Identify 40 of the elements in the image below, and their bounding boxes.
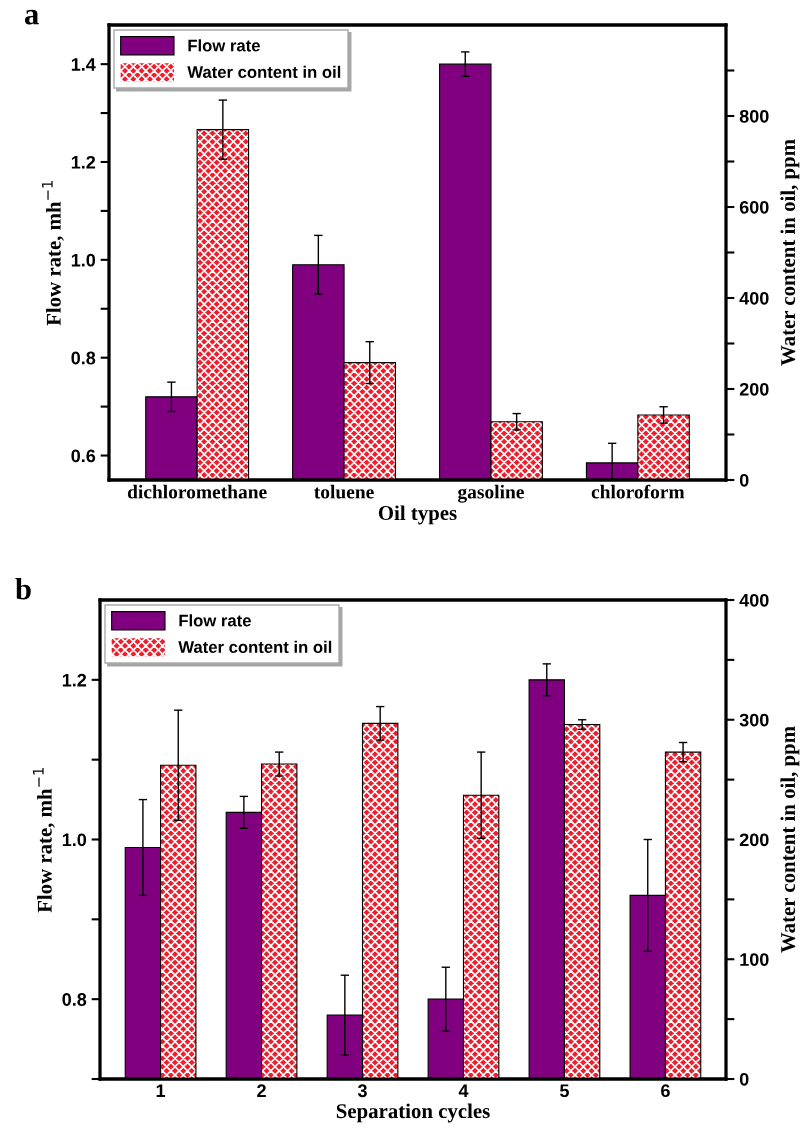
y2-tick-label: 600 xyxy=(739,200,769,214)
x-tick-label: toluene xyxy=(314,484,374,499)
x-tick-label: 2 xyxy=(257,1084,266,1097)
y-tick-label: 0.6 xyxy=(71,449,96,463)
y-tick-label: 0.8 xyxy=(62,993,87,1006)
y2-tick-label: 0 xyxy=(739,473,749,487)
x-tick-label: chloroform xyxy=(591,484,685,499)
y-axis-title: Flow rate, mh$^{−1}$ xyxy=(32,768,55,913)
y2-tick-label: 200 xyxy=(739,382,769,396)
y2-tick-label: 800 xyxy=(739,109,769,123)
y-tick-label: 1.2 xyxy=(71,155,96,169)
x-tick-label: 6 xyxy=(661,1084,670,1098)
y2-tick-label: 200 xyxy=(739,833,769,847)
y-axis-title: Flow rate, mh$^{−1}$ xyxy=(41,181,64,326)
x-axis-title: Separation cycles xyxy=(336,1103,490,1123)
y2-axis-title: Water content in oil, ppm xyxy=(780,726,800,953)
legend-label: Flow rate xyxy=(179,614,251,627)
y2-axis-title: Water content in oil, ppm xyxy=(780,139,800,366)
y-tick-label: 1.2 xyxy=(62,673,87,687)
legend-label: Water content in oil xyxy=(178,640,332,653)
x-tick-label: 4 xyxy=(458,1084,469,1097)
y-tick-label: 0.8 xyxy=(71,351,96,365)
text: b xyxy=(15,578,31,600)
y2-tick-label: 400 xyxy=(739,291,769,305)
legend-label: Flow rate xyxy=(188,39,260,52)
y2-tick-label: 300 xyxy=(739,713,769,727)
y-tick-label: 1.0 xyxy=(71,253,96,267)
y2-tick-label: 0 xyxy=(739,1072,749,1086)
legend-label: Water content in oil xyxy=(187,65,341,78)
x-tick-label: dichloromethane xyxy=(127,484,267,499)
x-tick-label: gasoline xyxy=(457,484,524,503)
x-axis-title: Oil types xyxy=(378,505,457,525)
x-tick-label: 3 xyxy=(357,1084,367,1098)
y-tick-label: 1.4 xyxy=(71,58,96,71)
y-tick-label: 1.0 xyxy=(62,833,87,847)
text: a xyxy=(24,9,39,25)
y2-tick-label: 100 xyxy=(740,953,769,966)
x-tick-label: 1 xyxy=(156,1084,166,1097)
x-tick-label: 5 xyxy=(559,1084,569,1098)
y2-tick-label: 400 xyxy=(739,593,769,607)
